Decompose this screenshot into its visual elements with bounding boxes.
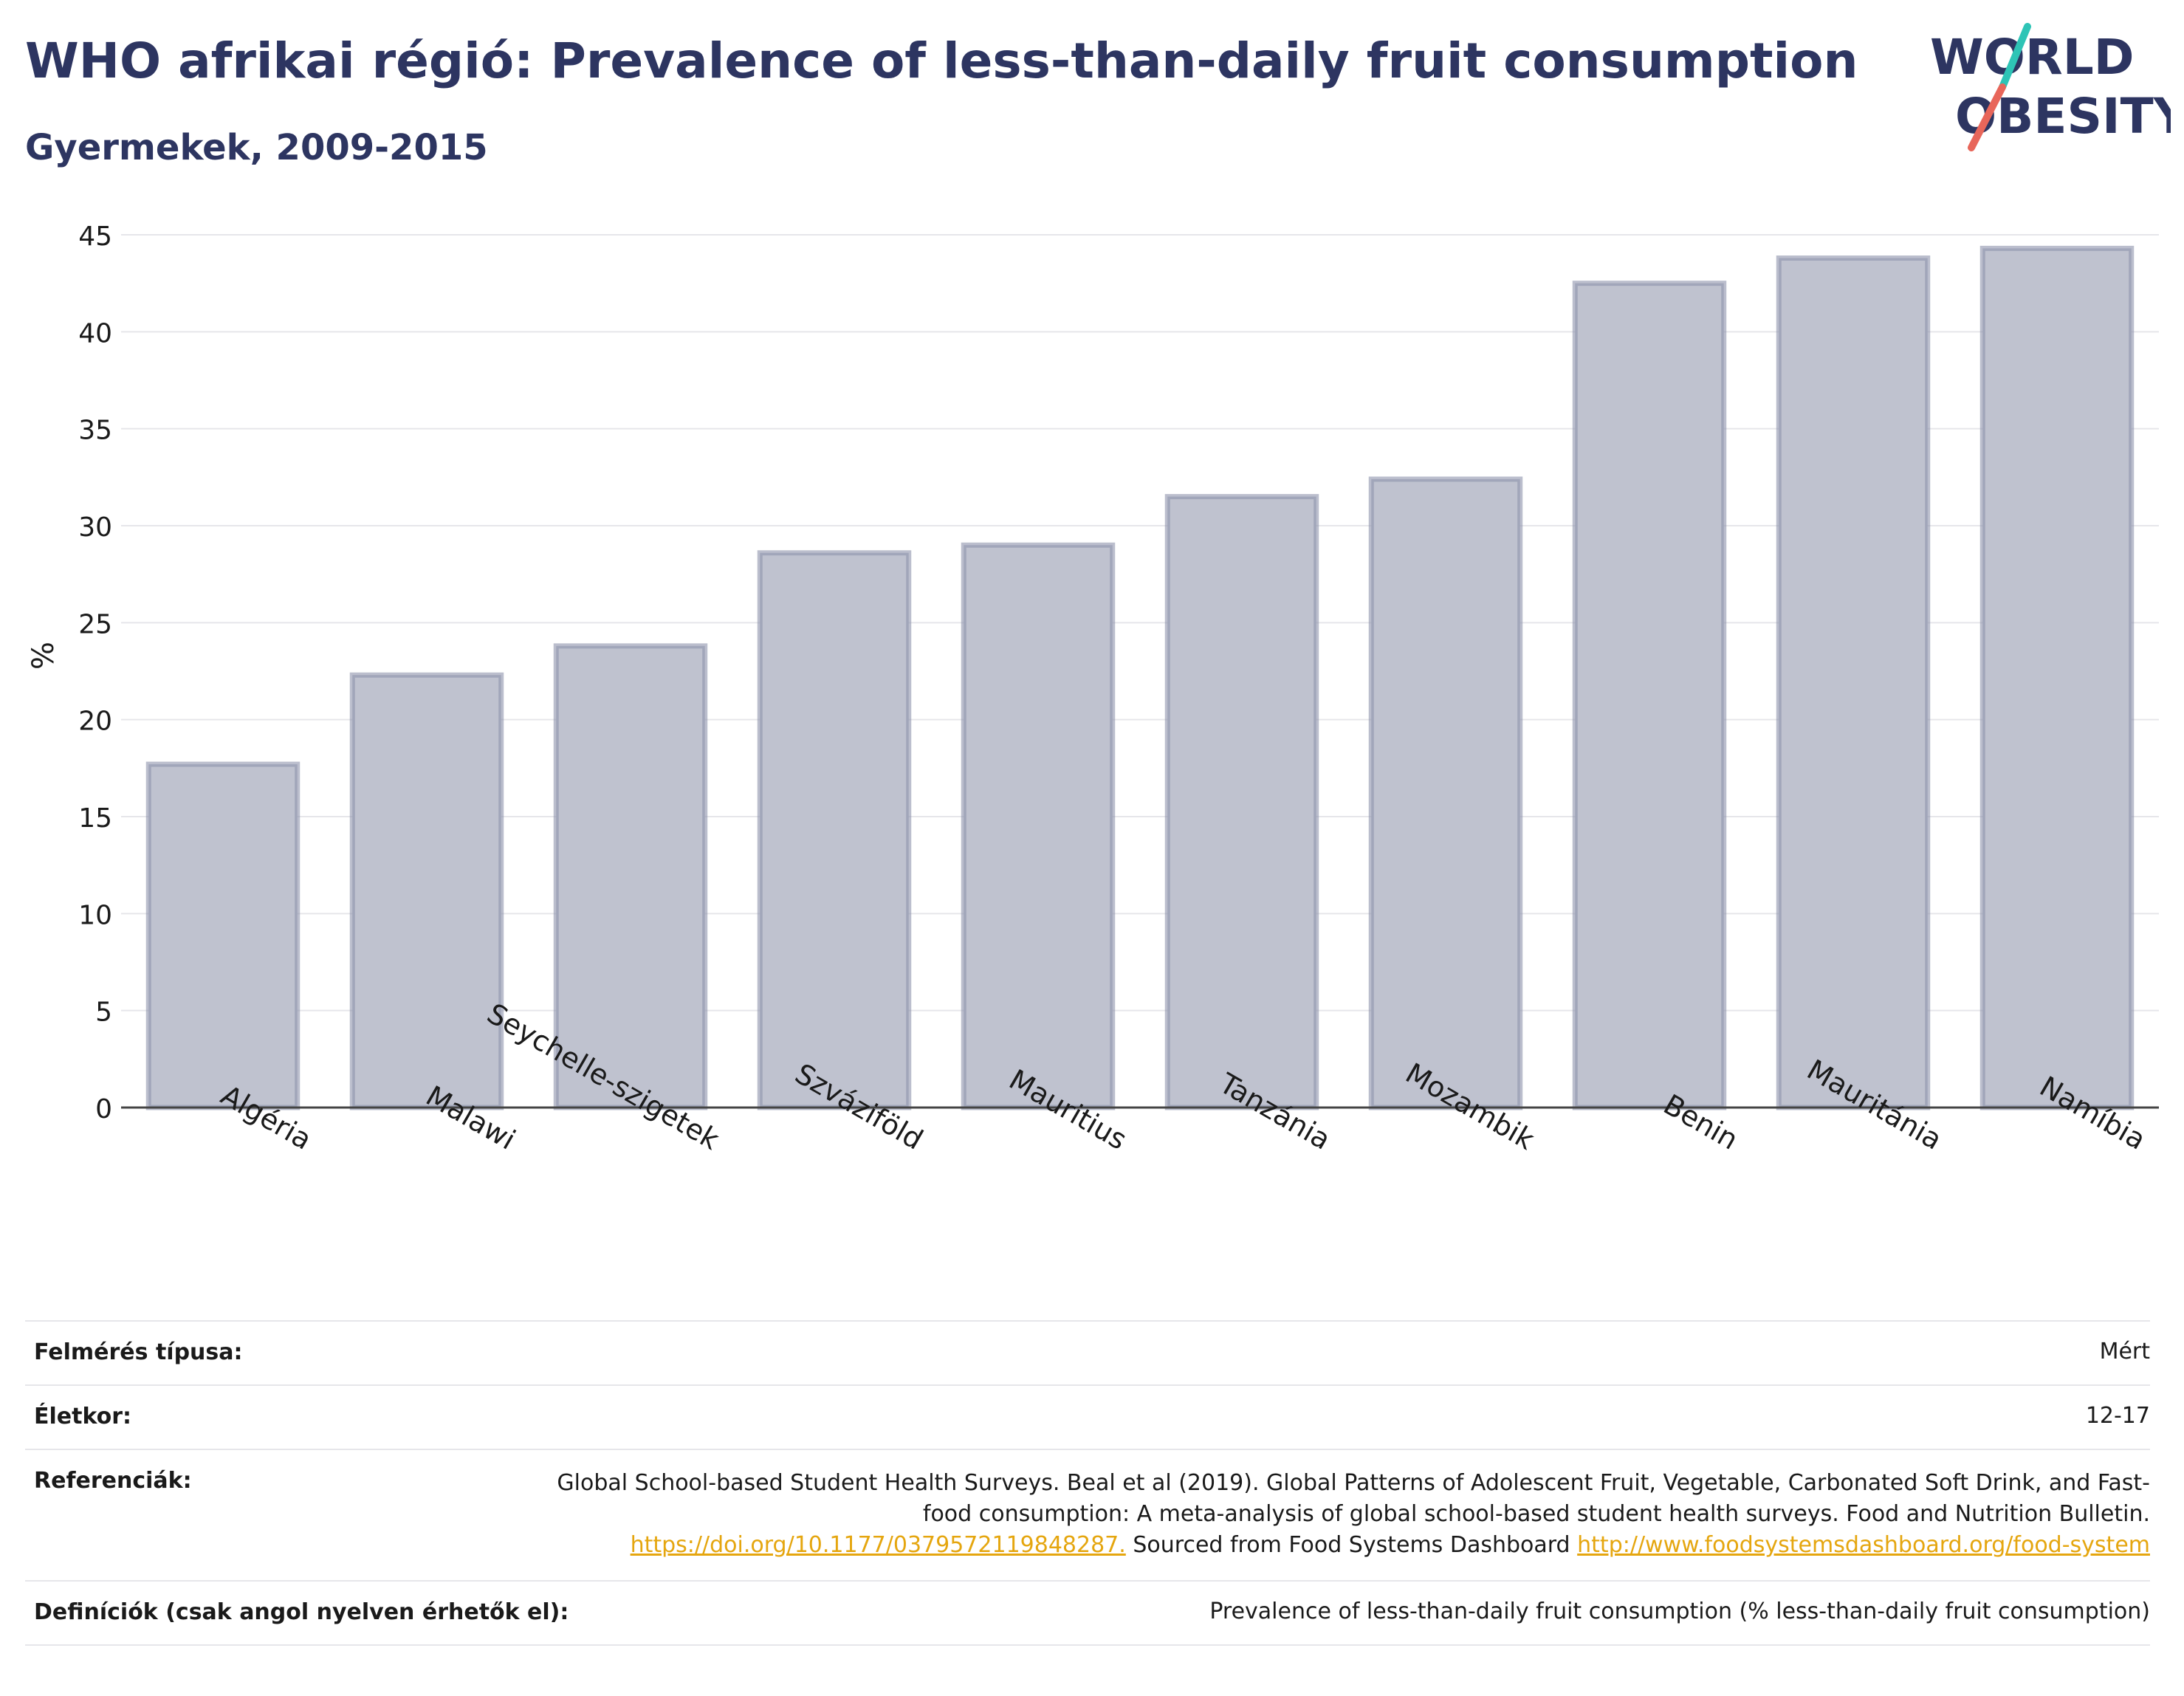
meta-row-definitions: Definíciók (csak angol nyelven érhetők e… [25,1582,2150,1646]
logo-slash-top-icon [1999,23,2031,91]
y-tick-label: 15 [78,803,112,834]
bar [553,643,708,1110]
metadata-table: Felmérés típusa: Mért Életkor: 12-17 Ref… [25,1320,2150,1646]
definitions-label: Definíciók (csak angol nyelven érhetők e… [34,1599,569,1625]
survey-type-label: Felmérés típusa: [34,1339,243,1365]
y-tick-label: 25 [78,609,112,639]
y-tick-label: 10 [78,900,112,930]
meta-row-survey: Felmérés típusa: Mért [25,1322,2150,1386]
y-tick-label: 5 [95,998,112,1028]
meta-row-references: Referenciák: Global School-based Student… [25,1450,2150,1582]
y-tick-label: 0 [95,1094,112,1125]
bar [1572,281,1727,1110]
world-obesity-logo: WORLD OBESITY [1930,23,2171,151]
y-tick-label: 45 [78,222,112,252]
meta-row-age: Életkor: 12-17 [25,1386,2150,1450]
bars [145,245,2135,1110]
logo-slash-bottom-icon [1968,83,2006,151]
y-tick-labels: 0 5 10 15 20 25 30 35 40 45 [78,222,112,1125]
bar [1776,255,1931,1110]
references-value: Global School-based Student Health Surve… [540,1468,2150,1561]
y-axis-label: % [27,642,61,670]
age-label: Életkor: [34,1404,132,1429]
y-tick-label: 40 [78,318,112,349]
doi-link[interactable]: https://doi.org/10.1177/0379572119848287… [630,1532,1126,1558]
references-text: Global School-based Student Health Surve… [557,1470,2150,1527]
age-value: 12-17 [2085,1403,2150,1429]
bar [145,761,301,1110]
chart-title: WHO afrikai régió: Prevalence of less-th… [25,32,1858,89]
references-label: Referenciák: [34,1468,192,1494]
y-tick-label: 20 [78,707,112,737]
y-tick-label: 35 [78,416,112,446]
bar [1164,494,1319,1110]
bar [1368,476,1523,1110]
definitions-value: Prevalence of less-than-daily fruit cons… [1209,1599,2150,1624]
bar [757,550,912,1110]
food-systems-dashboard-link[interactable]: http://www.foodsystemsdashboard.org/food… [1577,1532,2150,1558]
survey-type-value: Mért [2099,1339,2150,1364]
bar [349,672,504,1110]
y-tick-label: 30 [78,512,112,543]
bar [961,542,1116,1110]
bar [1979,245,2135,1110]
references-source-text: Sourced from Food Systems Dashboard [1133,1532,1570,1558]
logo-text-world: WORLD [1930,29,2135,86]
chart-subtitle: Gyermekek, 2009-2015 [25,127,488,168]
